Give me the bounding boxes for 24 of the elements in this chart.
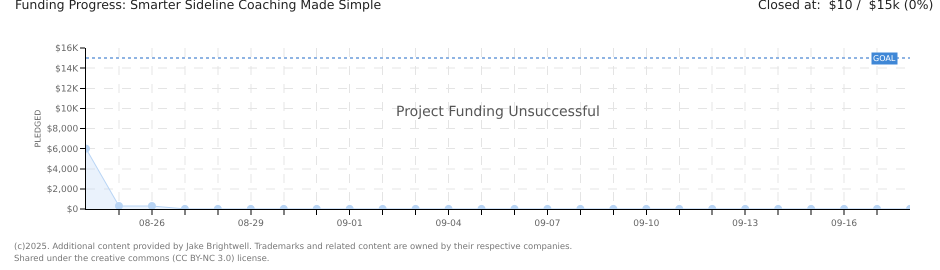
y-axis-title: PLEDGED [33, 110, 42, 148]
point [114, 202, 123, 209]
point [148, 202, 156, 209]
x-tick-label: 09-07 [534, 218, 561, 229]
y-tick-label: $8,000 [46, 124, 78, 135]
x-tick-label: 08-29 [238, 218, 264, 229]
y-tick-label: $4,000 [46, 164, 78, 175]
y-tick-label: $6,000 [46, 144, 78, 155]
x-tick-label: 08-26 [138, 218, 166, 229]
y-tick-label: $2,000 [46, 185, 78, 196]
y-tick-label: $10K [55, 104, 80, 115]
y-tick-label: $12K [55, 84, 80, 94]
x-tick-label: 09-10 [633, 218, 660, 229]
y-tick-label: $14K [55, 64, 80, 74]
text: (c)2025. Additional content provided by Jake Brightwell. Trademarks and related content are owned by their respective companies. [14, 242, 572, 252]
ref-line-label: GOAL [873, 54, 896, 63]
y-tick-label: $0 [66, 205, 78, 216]
y-tick-label: $16K [55, 44, 80, 54]
annotation: Project Funding Unsuccessful [396, 104, 600, 120]
x-tick-label: 09-01 [336, 218, 363, 229]
x-tick-label: 09-16 [831, 218, 858, 229]
x-tick-label: 09-13 [732, 218, 758, 229]
text: Shared under the creative commons (CC BY-NC 3.0) license. [14, 254, 270, 264]
x-tick-label: 09-04 [435, 218, 462, 229]
